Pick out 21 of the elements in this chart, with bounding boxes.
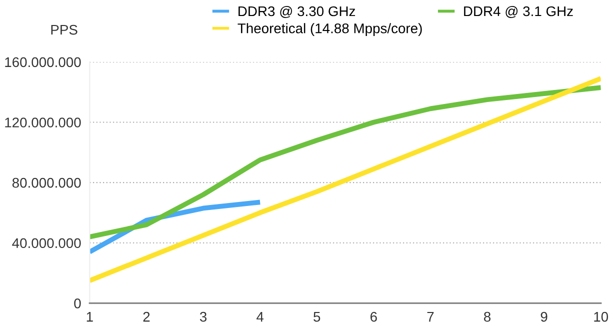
line-series (90, 76, 601, 283)
x-tick-label: 6 (370, 312, 377, 322)
x-tick-label: 2 (143, 312, 150, 322)
legend-label: DDR4 @ 3.1 GHz (464, 6, 573, 18)
x-tick-label: 3 (200, 312, 207, 322)
y-tick-label: 80.000.000 (12, 178, 81, 188)
line-series (90, 85, 601, 240)
x-tick-label: 8 (484, 312, 491, 322)
x-tick-label: 10 (594, 312, 608, 322)
y-axis-title: PPS (51, 24, 78, 35)
y-tick-label: 120.000.000 (5, 118, 81, 128)
legend-label: Theoretical (14.88 Mpps/core) (238, 23, 422, 36)
x-tick-label: 9 (540, 312, 548, 322)
x-tick-label: 1 (86, 312, 93, 322)
legend-label: DDR3 @ 3.30 GHz (238, 6, 356, 18)
x-tick-label: 5 (314, 312, 320, 322)
x-tick-label: 7 (427, 312, 434, 322)
y-tick-label: 0 (74, 298, 81, 308)
x-tick-label: 4 (256, 312, 264, 322)
y-tick-label: 40.000.000 (12, 238, 81, 248)
y-tick-label: 160.000.000 (5, 57, 81, 68)
